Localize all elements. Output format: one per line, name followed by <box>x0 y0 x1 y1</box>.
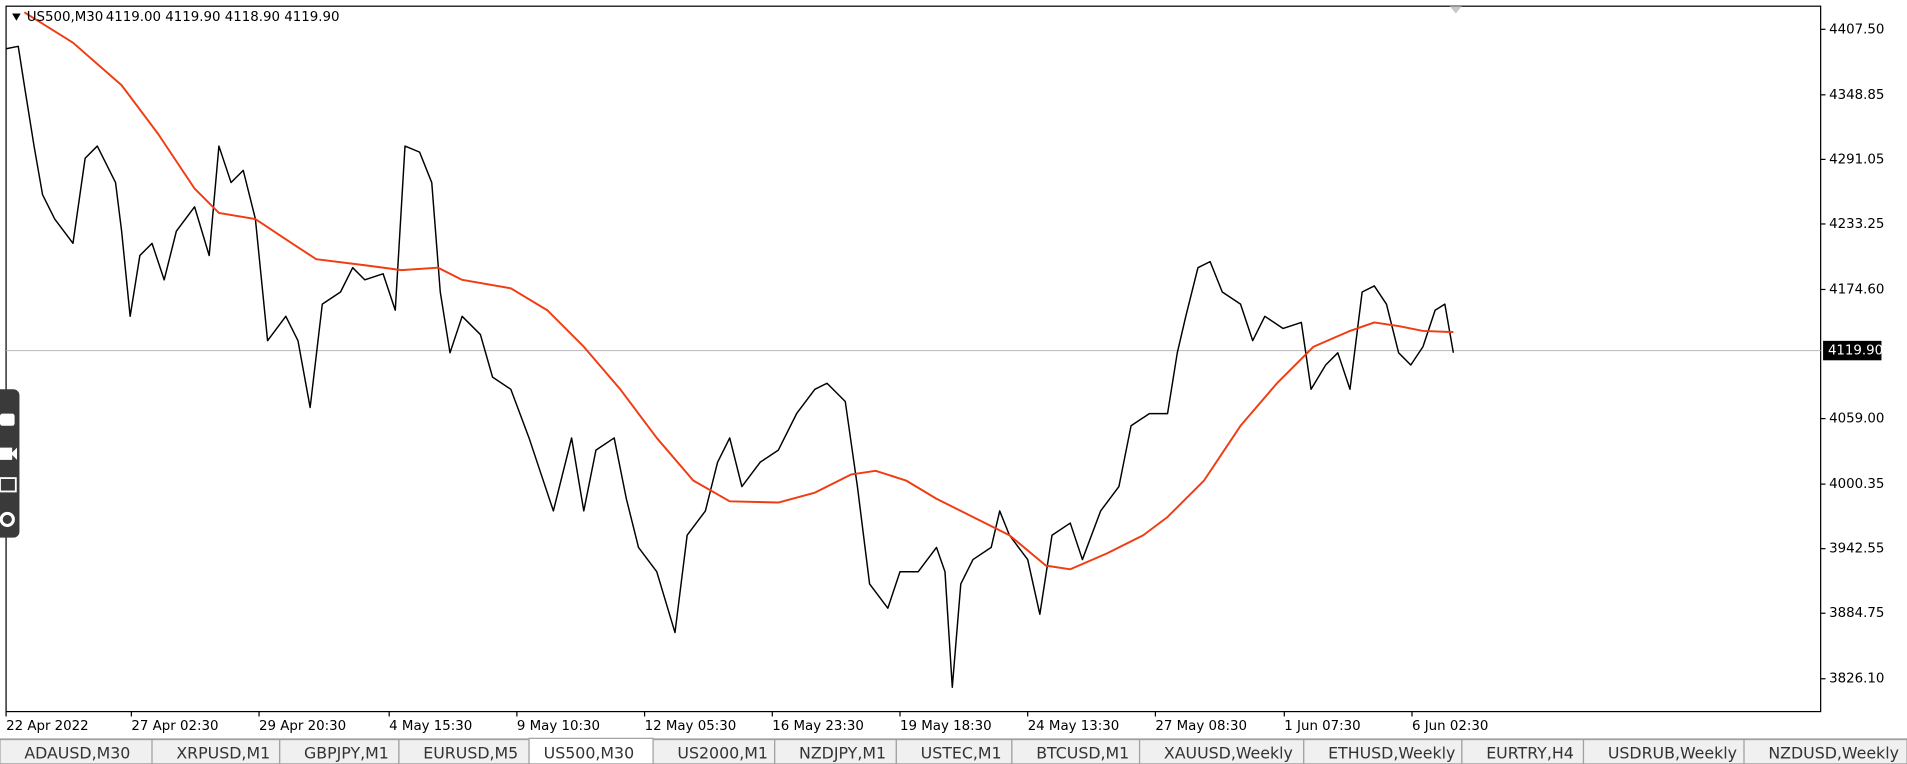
x-tick-label: 27 May 08:30 <box>1155 719 1247 734</box>
tab-label[interactable]: XRPUSD,M1 <box>176 744 270 763</box>
tab-label[interactable]: US500,M30 <box>544 744 635 763</box>
y-tick-label: 4000.35 <box>1829 477 1884 492</box>
x-tick-label: 6 Jun 02:30 <box>1412 719 1488 734</box>
moving-average-line <box>23 11 1454 571</box>
y-tick-label: 3826.10 <box>1829 672 1884 687</box>
tabs: ADAUSD,M30 XRPUSD,M1 GBPJPY,M1 EURUSD,M5 US5… <box>0 737 1907 764</box>
tab-label[interactable]: BTCUSD,M1 <box>1036 744 1129 763</box>
tab-label[interactable]: ADAUSD,M30 <box>24 744 130 763</box>
tab[interactable] <box>652 738 776 764</box>
chart-icon[interactable] <box>0 477 17 493</box>
x-tick-label: 16 May 23:30 <box>772 719 864 734</box>
plot-area <box>6 11 1821 688</box>
tab-label[interactable]: NZDUSD,Weekly <box>1768 744 1899 763</box>
tab[interactable] <box>1461 738 1585 764</box>
y-tick-label: 4059.00 <box>1829 412 1884 427</box>
y-tick-label: 3942.55 <box>1829 542 1884 557</box>
tab-label[interactable]: USDRUB,Weekly <box>1608 744 1737 763</box>
x-tick-label: 12 May 05:30 <box>645 719 737 734</box>
current-price-label: 4119.90 <box>1828 344 1883 359</box>
y-tick-label: 4348.85 <box>1829 88 1884 103</box>
screenshot-icon[interactable] <box>0 413 15 426</box>
tab-label[interactable]: GBPJPY,M1 <box>304 744 389 763</box>
tab-active[interactable] <box>528 737 654 764</box>
ohlc-label: 4119.00 4119.90 4118.90 4119.90 <box>106 10 340 25</box>
tab-label[interactable]: EURTRY,H4 <box>1486 744 1574 763</box>
tab-label[interactable]: EURUSD,M5 <box>423 744 518 763</box>
shift-marker[interactable] <box>1449 6 1462 14</box>
y-tick-label: 4233.25 <box>1829 217 1884 232</box>
x-tick-label: 19 May 18:30 <box>900 719 992 734</box>
current-price-box <box>1823 340 1882 361</box>
tab-label[interactable]: XAUUSD,Weekly <box>1164 744 1293 763</box>
settings-icon[interactable] <box>0 511 15 528</box>
x-tick-label: 27 Apr 02:30 <box>131 719 218 734</box>
x-tick-label: 22 Apr 2022 <box>6 719 89 734</box>
menu-arrow[interactable] <box>12 13 21 21</box>
toolbar-bg <box>0 389 20 538</box>
tab-label[interactable]: US2000,M1 <box>677 744 768 763</box>
y-tick-label: 4291.05 <box>1829 152 1884 167</box>
y-tick-label: 4407.50 <box>1829 22 1884 37</box>
price-line <box>6 45 1455 688</box>
tab-label[interactable]: ETHUSD,Weekly <box>1328 744 1455 763</box>
tab-label[interactable]: NZDJPY,M1 <box>799 744 886 763</box>
x-tick-label: 9 May 10:30 <box>517 719 600 734</box>
left-toolbar <box>0 389 20 538</box>
plot-frame <box>5 5 1822 713</box>
record-icon[interactable] <box>0 447 18 460</box>
tab[interactable] <box>398 738 530 764</box>
x-tick-label: 29 Apr 20:30 <box>259 719 346 734</box>
tab[interactable] <box>1582 738 1745 764</box>
y-tick-label: 3884.75 <box>1829 606 1884 621</box>
x-tick-label: 4 May 15:30 <box>389 719 472 734</box>
y-tick-label: 4174.60 <box>1829 282 1884 297</box>
tab-label[interactable]: USTEC,M1 <box>921 744 1002 763</box>
x-tick-label: 1 Jun 07:30 <box>1284 719 1360 734</box>
x-tick-label: 24 May 13:30 <box>1028 719 1120 734</box>
tab[interactable] <box>1011 738 1141 764</box>
symbol-label: US500,M30 <box>27 10 104 25</box>
